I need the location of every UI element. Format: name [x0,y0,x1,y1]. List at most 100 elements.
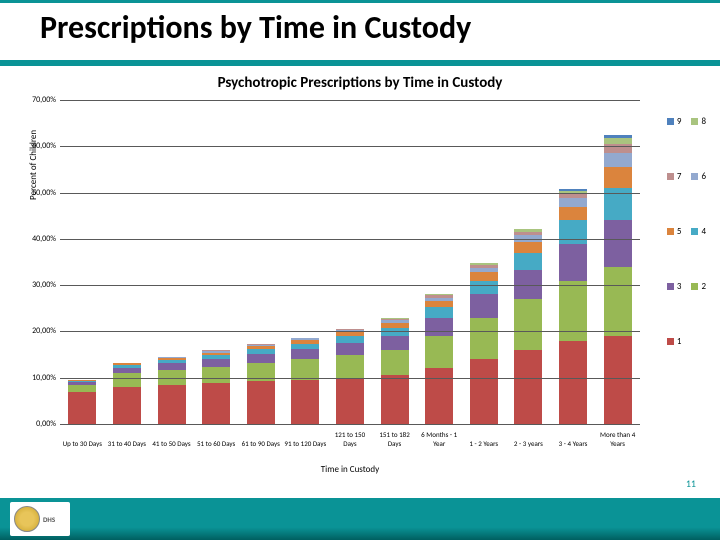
gridline [60,239,640,240]
bar-segment [381,375,409,424]
legend-item: 8 [691,116,706,127]
legend-swatch [691,228,698,235]
x-tick-label: More than 4 Years [597,430,639,448]
chart-title: Psychotropic Prescriptions by Time in Cu… [0,74,720,92]
legend-item: 5 [667,226,682,237]
bar-segment [202,383,230,424]
gridline [60,424,640,425]
bar-segment [113,387,141,424]
stacked-bars: Up to 30 Days31 to 40 Days41 to 50 Days5… [60,100,640,424]
bar-segment [247,381,275,424]
legend-label: 7 [677,171,682,182]
y-tick-label: 50,00% [32,188,56,198]
bar-group: 6 Months - 1 Year [425,294,453,424]
bar-segment [68,392,96,424]
top-accent-line [0,0,720,3]
y-tick-label: 70,00% [32,95,56,105]
legend-label: 3 [677,281,682,292]
legend-label: 9 [677,116,682,127]
legend-item: 7 [667,171,682,182]
footer-bar: DHS [0,498,720,540]
legend-item: 1 [667,336,682,347]
x-tick-label: 2 - 3 years [507,439,549,448]
bar-segment [559,220,587,243]
bar-segment [113,373,141,387]
bar-group: Up to 30 Days [68,380,96,424]
legend-swatch [667,338,674,345]
slide-title: Prescriptions by Time in Custody [40,8,700,47]
bar-group: 151 to 182 Days [381,318,409,424]
x-tick-label: 6 Months - 1 Year [418,430,460,448]
chart-plot-area: Up to 30 Days31 to 40 Days41 to 50 Days5… [60,100,640,450]
bar-segment [559,244,587,281]
bar-group: 51 to 60 Days [202,350,230,424]
bar-segment [381,336,409,350]
legend-label: 5 [677,226,682,237]
x-tick-label: 51 to 60 Days [195,439,237,448]
dhs-logo: DHS [10,502,70,536]
y-tick-label: 40,00% [32,234,56,244]
bar-segment [291,359,319,379]
bar-group: 1 - 2 Years [470,263,498,424]
gridline [60,378,640,379]
x-tick-label: 41 to 50 Days [151,439,193,448]
bar-segment [559,341,587,424]
gridline [60,146,640,147]
bar-segment [514,350,542,424]
x-tick-label: 91 to 120 Days [284,439,326,448]
legend-label: 2 [701,281,706,292]
bar-group: 61 to 90 Days [247,344,275,424]
gridline [60,100,640,101]
title-underline [0,60,720,66]
legend-swatch [667,228,674,235]
legend-spacer [691,336,706,347]
x-tick-label: 31 to 40 Days [106,439,148,448]
x-tick-label: 61 to 90 Days [240,439,282,448]
bar-segment [470,281,498,295]
page-number: 11 [686,477,696,490]
bar-group: 3 - 4 Years [559,189,587,424]
bar-group: 2 - 3 years [514,229,542,424]
bar-segment [514,299,542,350]
bar-segment [514,253,542,271]
y-tick-label: 30,00% [32,280,56,290]
gridline [60,193,640,194]
legend-item: 9 [667,116,682,127]
x-tick-label: 3 - 4 Years [552,439,594,448]
legend-item: 2 [691,281,706,292]
bar-segment [470,272,498,280]
bar-group: More than 4 Years [604,135,632,424]
bar-segment [604,267,632,336]
bar-segment [202,359,230,366]
legend-swatch [691,173,698,180]
bar-segment [68,385,96,392]
legend-swatch [691,118,698,125]
bar-segment [425,318,453,337]
legend-item: 6 [691,171,706,182]
bar-segment [470,318,498,360]
bar-segment [425,307,453,317]
legend-swatch [691,283,698,290]
bar-segment [604,167,632,188]
legend-swatch [667,283,674,290]
bar-segment [247,354,275,363]
bar-segment [336,355,364,378]
legend-label: 6 [701,171,706,182]
bar-segment [425,336,453,368]
bar-segment [559,198,587,206]
bar-group: 41 to 50 Days [158,357,186,425]
legend-label: 1 [677,336,682,347]
y-tick-label: 20,00% [32,326,56,336]
bar-segment [470,359,498,424]
bar-segment [291,380,319,424]
y-tick-label: 0,00% [36,419,56,429]
bar-segment [158,385,186,424]
gridline [60,331,640,332]
bar-segment [514,242,542,253]
x-tick-label: 121 to 150 Days [329,430,371,448]
bar-segment [604,220,632,266]
x-axis-label: Time in Custody [60,464,640,475]
legend-label: 8 [701,116,706,127]
y-tick-label: 10,00% [32,373,56,383]
logo-text: DHS [43,515,55,524]
